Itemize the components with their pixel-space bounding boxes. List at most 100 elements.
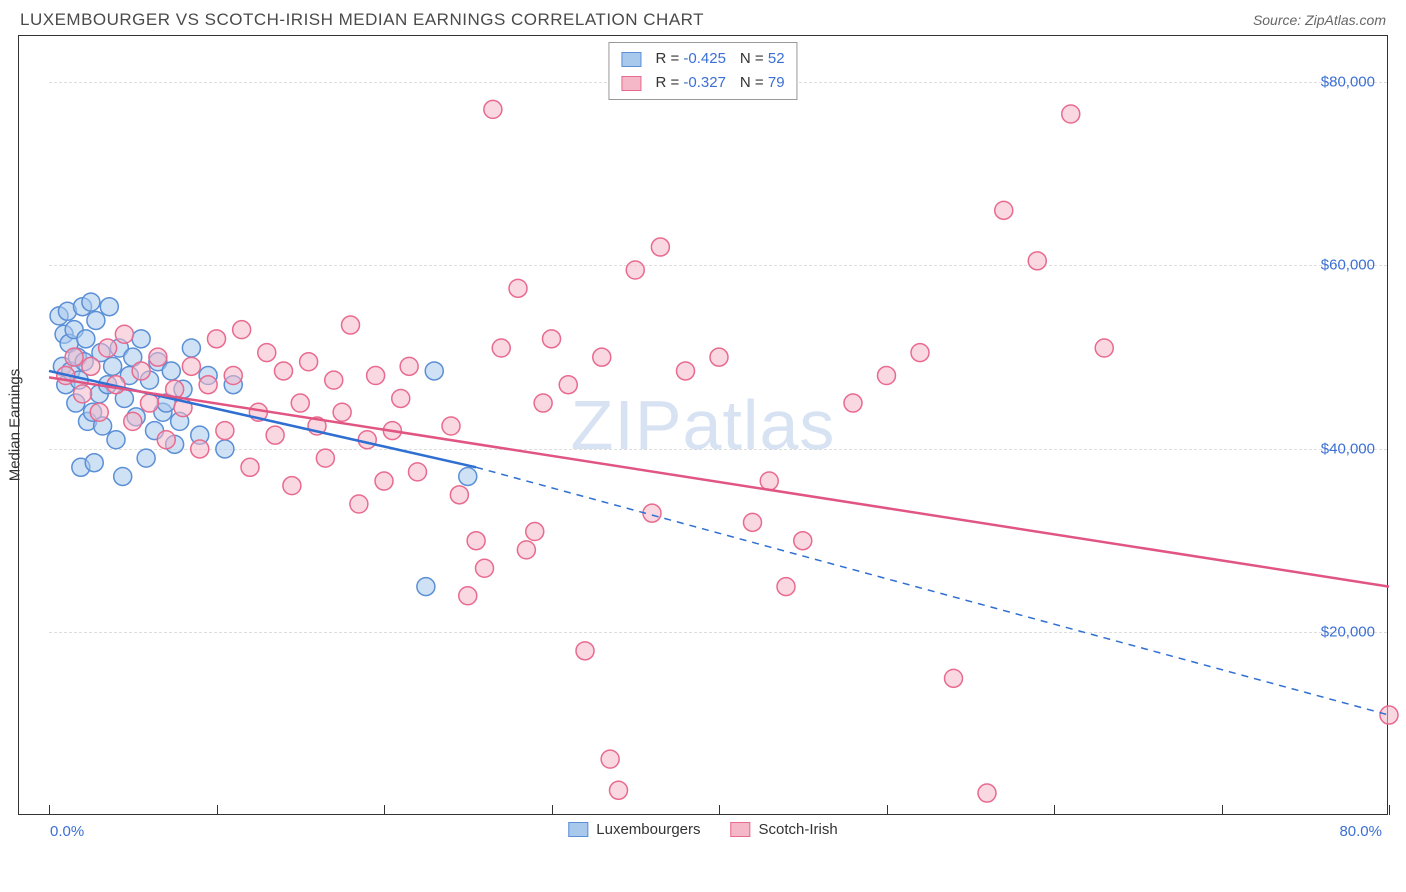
- data-point: [425, 362, 443, 380]
- data-point: [77, 330, 95, 348]
- data-point: [300, 353, 318, 371]
- data-point: [241, 458, 259, 476]
- data-point: [216, 440, 234, 458]
- stats-row: R = -0.425 N = 52: [621, 47, 784, 71]
- x-tick-mark: [719, 805, 720, 815]
- data-point: [593, 348, 611, 366]
- x-tick-mark: [1389, 805, 1390, 815]
- data-point: [85, 454, 103, 472]
- data-point: [266, 426, 284, 444]
- data-point: [911, 344, 929, 362]
- data-point: [1028, 252, 1046, 270]
- data-point: [1095, 339, 1113, 357]
- header: LUXEMBOURGER VS SCOTCH-IRISH MEDIAN EARN…: [0, 0, 1406, 35]
- stats-legend: R = -0.425 N = 52 R = -0.327 N = 79: [608, 42, 797, 100]
- legend-item: Luxembourgers: [568, 821, 700, 838]
- y-tick-label: $60,000: [1321, 257, 1375, 274]
- data-point: [409, 463, 427, 481]
- data-point: [945, 669, 963, 687]
- x-tick-mark: [217, 805, 218, 815]
- data-point: [99, 339, 117, 357]
- data-point: [224, 367, 242, 385]
- data-point: [534, 394, 552, 412]
- data-point: [995, 201, 1013, 219]
- data-point: [74, 385, 92, 403]
- data-point: [610, 781, 628, 799]
- data-point: [367, 367, 385, 385]
- data-point: [65, 348, 83, 366]
- data-point: [100, 298, 118, 316]
- data-point: [576, 642, 594, 660]
- swatch-blue: [621, 52, 641, 67]
- data-point: [450, 486, 468, 504]
- data-point: [509, 279, 527, 297]
- legend-swatch-pink: [731, 822, 751, 837]
- y-tick-label: $40,000: [1321, 440, 1375, 457]
- data-point: [601, 750, 619, 768]
- data-point: [208, 330, 226, 348]
- source-attribution: Source: ZipAtlas.com: [1253, 12, 1386, 28]
- data-point: [141, 394, 159, 412]
- x-tick-mark: [552, 805, 553, 815]
- y-tick-label: $80,000: [1321, 73, 1375, 90]
- data-point: [82, 357, 100, 375]
- y-axis-label: Median Earnings: [7, 369, 24, 482]
- data-point: [794, 532, 812, 550]
- data-point: [400, 357, 418, 375]
- data-point: [275, 362, 293, 380]
- data-point: [325, 371, 343, 389]
- data-point: [124, 412, 142, 430]
- data-point: [199, 376, 217, 394]
- data-point: [459, 587, 477, 605]
- data-point: [157, 431, 175, 449]
- trend-line: [49, 371, 476, 467]
- data-point: [115, 325, 133, 343]
- legend-swatch-blue: [568, 822, 588, 837]
- swatch-pink: [621, 76, 641, 91]
- x-axis-max-label: 80.0%: [1339, 823, 1382, 840]
- legend-item: Scotch-Irish: [731, 821, 838, 838]
- n-value-1: 52: [768, 50, 785, 67]
- data-point: [492, 339, 510, 357]
- data-point: [626, 261, 644, 279]
- data-point: [283, 477, 301, 495]
- series-legend: Luxembourgers Scotch-Irish: [568, 821, 837, 838]
- data-point: [162, 362, 180, 380]
- data-point: [182, 339, 200, 357]
- data-point: [216, 422, 234, 440]
- data-point: [375, 472, 393, 490]
- stats-row: R = -0.327 N = 79: [621, 71, 784, 95]
- trend-line-extrapolated: [476, 467, 1389, 715]
- data-point: [710, 348, 728, 366]
- data-point: [744, 513, 762, 531]
- data-point: [107, 431, 125, 449]
- x-axis-min-label: 0.0%: [50, 823, 84, 840]
- x-tick-mark: [887, 805, 888, 815]
- data-point: [651, 238, 669, 256]
- x-tick-mark: [384, 805, 385, 815]
- data-point: [132, 330, 150, 348]
- data-point: [517, 541, 535, 559]
- data-point: [137, 449, 155, 467]
- page-title: LUXEMBOURGER VS SCOTCH-IRISH MEDIAN EARN…: [20, 10, 704, 30]
- data-point: [90, 403, 108, 421]
- data-point: [777, 578, 795, 596]
- data-point: [104, 357, 122, 375]
- data-point: [526, 523, 544, 541]
- data-point: [87, 311, 105, 329]
- r-value-1: -0.425: [683, 50, 726, 67]
- r-value-2: -0.327: [683, 74, 726, 91]
- data-point: [258, 344, 276, 362]
- y-tick-label: $20,000: [1321, 624, 1375, 641]
- data-point: [844, 394, 862, 412]
- data-point: [114, 467, 132, 485]
- data-point: [358, 431, 376, 449]
- data-point: [476, 559, 494, 577]
- legend-label: Luxembourgers: [596, 821, 700, 838]
- x-tick-mark: [1054, 805, 1055, 815]
- data-point: [233, 321, 251, 339]
- x-tick-mark: [1222, 805, 1223, 815]
- data-point: [978, 784, 996, 802]
- x-tick-mark: [49, 805, 50, 815]
- data-point: [559, 376, 577, 394]
